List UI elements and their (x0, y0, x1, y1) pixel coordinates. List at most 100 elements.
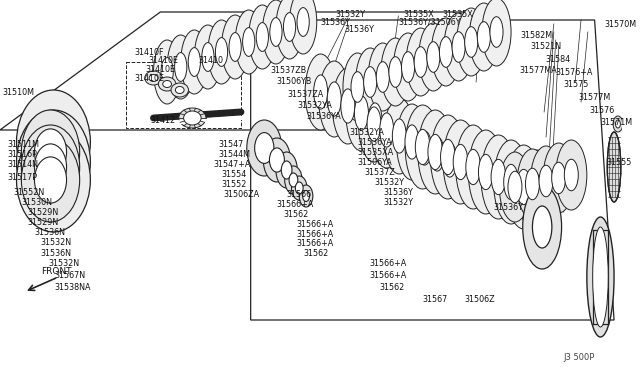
Ellipse shape (516, 169, 531, 205)
Ellipse shape (479, 154, 493, 190)
Ellipse shape (380, 113, 394, 147)
Ellipse shape (406, 28, 435, 96)
Ellipse shape (593, 227, 608, 327)
Ellipse shape (364, 67, 377, 97)
Ellipse shape (427, 42, 440, 72)
Ellipse shape (405, 125, 419, 159)
Text: 31532YA: 31532YA (298, 100, 332, 109)
Text: 31537ZB: 31537ZB (270, 65, 307, 74)
Text: FRONT: FRONT (41, 267, 71, 276)
Ellipse shape (490, 17, 503, 47)
Ellipse shape (17, 110, 90, 214)
Ellipse shape (289, 0, 317, 54)
Ellipse shape (17, 128, 90, 232)
Ellipse shape (303, 190, 310, 202)
Ellipse shape (35, 157, 67, 203)
Ellipse shape (281, 161, 292, 179)
Ellipse shape (430, 137, 444, 171)
Ellipse shape (508, 171, 522, 203)
Ellipse shape (184, 111, 201, 125)
Ellipse shape (296, 182, 303, 194)
Ellipse shape (529, 174, 543, 210)
Text: 31532N: 31532N (49, 260, 80, 269)
Text: 31529N: 31529N (28, 218, 58, 227)
Ellipse shape (587, 217, 614, 337)
Text: 31535X: 31535X (442, 10, 473, 19)
Ellipse shape (314, 75, 328, 109)
Ellipse shape (270, 17, 282, 46)
Ellipse shape (216, 38, 228, 66)
Ellipse shape (482, 0, 511, 66)
Text: 31410: 31410 (198, 55, 223, 64)
Ellipse shape (289, 173, 298, 187)
Ellipse shape (531, 146, 561, 216)
Ellipse shape (396, 104, 428, 180)
Text: 31532Y: 31532Y (374, 177, 404, 186)
Ellipse shape (262, 0, 289, 64)
Ellipse shape (419, 23, 448, 91)
Ellipse shape (417, 131, 431, 165)
Text: 31410E: 31410E (146, 64, 176, 74)
Ellipse shape (428, 134, 443, 170)
Text: 31567N: 31567N (54, 272, 86, 280)
Ellipse shape (291, 176, 307, 200)
Ellipse shape (175, 87, 184, 93)
Ellipse shape (616, 120, 620, 128)
Ellipse shape (519, 150, 554, 234)
Text: 31566+A: 31566+A (369, 260, 406, 269)
Text: J3 500P: J3 500P (564, 353, 595, 362)
Ellipse shape (371, 92, 403, 168)
Ellipse shape (443, 143, 457, 177)
Ellipse shape (33, 134, 74, 190)
Text: 31537Z: 31537Z (364, 167, 395, 176)
Text: 31566+A: 31566+A (296, 219, 333, 228)
Ellipse shape (556, 140, 587, 210)
Ellipse shape (235, 10, 262, 74)
Ellipse shape (440, 37, 452, 67)
Ellipse shape (607, 132, 621, 202)
Text: 31582M: 31582M (521, 31, 553, 39)
Ellipse shape (161, 58, 173, 86)
Ellipse shape (327, 82, 341, 116)
Ellipse shape (523, 185, 561, 269)
Text: 31517P: 31517P (8, 173, 38, 182)
Ellipse shape (300, 185, 313, 207)
Ellipse shape (35, 144, 67, 190)
Text: 31555: 31555 (606, 157, 632, 167)
Text: 31536Y: 31536Y (493, 202, 524, 212)
Ellipse shape (202, 43, 214, 71)
Ellipse shape (418, 110, 452, 194)
Ellipse shape (285, 166, 302, 194)
Text: 31547: 31547 (219, 140, 244, 148)
Ellipse shape (435, 122, 465, 198)
Ellipse shape (452, 32, 465, 62)
Ellipse shape (368, 103, 382, 137)
Text: 31584: 31584 (545, 55, 570, 64)
Text: 31544M: 31544M (219, 150, 251, 158)
Ellipse shape (468, 130, 503, 214)
Ellipse shape (221, 15, 249, 79)
Ellipse shape (564, 159, 579, 191)
Ellipse shape (154, 40, 180, 104)
Ellipse shape (284, 13, 296, 41)
Ellipse shape (414, 47, 428, 77)
Text: 31536N: 31536N (34, 228, 65, 237)
Ellipse shape (394, 33, 422, 101)
Ellipse shape (269, 148, 284, 172)
Text: 31530N: 31530N (21, 198, 52, 206)
Ellipse shape (389, 57, 402, 87)
Ellipse shape (532, 206, 552, 248)
Text: 31532N: 31532N (41, 237, 72, 247)
Text: 31536N: 31536N (41, 250, 72, 259)
Ellipse shape (356, 48, 385, 116)
Text: 31536Y: 31536Y (345, 25, 375, 33)
Text: 31516P: 31516P (8, 150, 38, 158)
Text: 31506Z: 31506Z (465, 295, 495, 305)
Text: 31535XA: 31535XA (358, 148, 394, 157)
Ellipse shape (506, 145, 541, 229)
Ellipse shape (276, 0, 303, 59)
Ellipse shape (255, 132, 274, 163)
Ellipse shape (368, 43, 397, 111)
Text: 31566+A: 31566+A (296, 240, 333, 248)
Ellipse shape (457, 8, 486, 76)
